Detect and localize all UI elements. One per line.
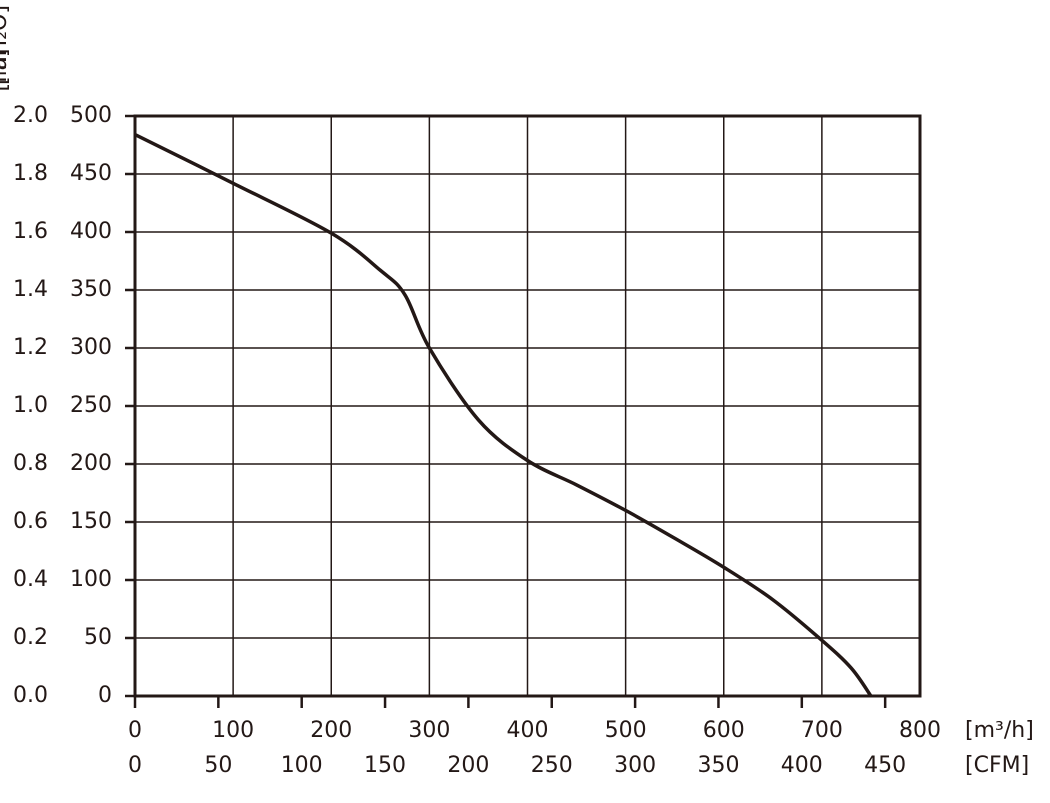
x2-tick-label: 450: [864, 753, 906, 778]
y-tick-label: 300: [70, 335, 112, 360]
x-tick-label: 400: [507, 718, 549, 743]
y2-tick-label: 0.8: [13, 451, 48, 476]
y2-tick-label: 1.0: [13, 393, 48, 418]
y-tick-label: 250: [70, 393, 112, 418]
x2-tick-label: 400: [781, 753, 823, 778]
y2-tick-label: 0.6: [13, 509, 48, 534]
y-tick-label: 0: [98, 683, 112, 708]
x2-tick-label: 100: [281, 753, 323, 778]
y-tick-label: 50: [84, 625, 112, 650]
y2-tick-label: 0.4: [13, 567, 48, 592]
curve: [134, 132, 873, 698]
x2-tick-label: 200: [447, 753, 489, 778]
y2-axis-label: [inH₂O]: [0, 5, 12, 85]
x-tick-label: 700: [801, 718, 843, 743]
y-tick-label: 450: [70, 161, 112, 186]
y-tick-label: 200: [70, 451, 112, 476]
y-tick-label: 400: [70, 219, 112, 244]
x-tick-label: 0: [128, 718, 142, 743]
x-axis-label: [m³/h]: [965, 718, 1034, 743]
y2-tick-label: 1.6: [13, 219, 48, 244]
y-tick-label: 500: [70, 103, 112, 128]
y2-tick-label: 1.4: [13, 277, 48, 302]
x-tick-label: 500: [605, 718, 647, 743]
x2-tick-label: 300: [614, 753, 656, 778]
y2-tick-label: 1.2: [13, 335, 48, 360]
x2-tick-label: 50: [204, 753, 232, 778]
x2-tick-label: 150: [364, 753, 406, 778]
x-tick-label: 300: [408, 718, 450, 743]
y2-tick-label: 2.0: [13, 103, 48, 128]
x-tick-label: 200: [310, 718, 352, 743]
y2-tick-label: 0.0: [13, 683, 48, 708]
x2-axis-label: [CFM]: [965, 753, 1029, 778]
y-tick-label: 150: [70, 509, 112, 534]
y-tick-label: 350: [70, 277, 112, 302]
x-tick-label: 100: [212, 718, 254, 743]
y2-tick-label: 1.8: [13, 161, 48, 186]
y-tick-label: 100: [70, 567, 112, 592]
y2-tick-label: 0.2: [13, 625, 48, 650]
y-axis-label: [Pa]: [0, 49, 12, 92]
x-tick-label: 800: [899, 718, 941, 743]
x-tick-label: 600: [703, 718, 745, 743]
x2-tick-label: 250: [531, 753, 573, 778]
x2-tick-label: 350: [697, 753, 739, 778]
x2-tick-label: 0: [128, 753, 142, 778]
plot-frame: [133, 114, 922, 698]
